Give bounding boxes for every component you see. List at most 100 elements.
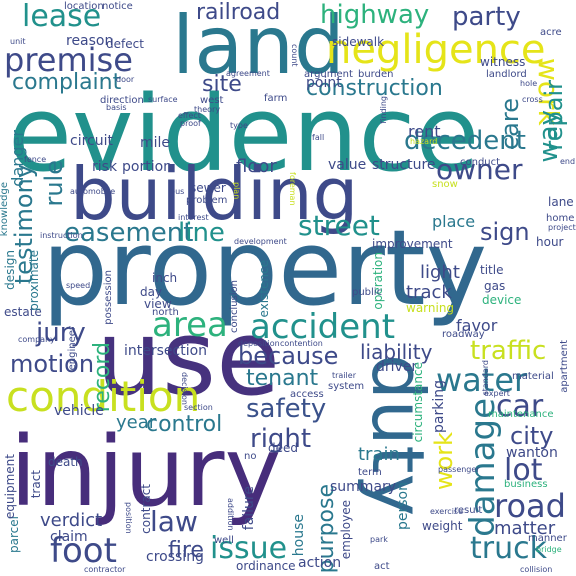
- word-jury: jury: [36, 318, 86, 348]
- word-injury: injury: [10, 416, 282, 528]
- word-result: result: [454, 505, 483, 516]
- word-care: care: [496, 98, 524, 151]
- word-favor: favor: [456, 316, 498, 335]
- word-no: no: [244, 451, 257, 462]
- word-foreman: foreman: [288, 172, 297, 206]
- word-fall: fall: [312, 133, 325, 142]
- word-rule: rule: [40, 160, 68, 207]
- word-contention: contention: [280, 339, 323, 348]
- word-tract: tract: [29, 470, 43, 499]
- word-liability: liability: [360, 340, 433, 364]
- word-ordinance: ordinance: [236, 559, 296, 573]
- word-street: street: [298, 209, 380, 242]
- word-hazard: hazard: [410, 137, 438, 146]
- word-contract: contract: [139, 484, 153, 534]
- word-equipment: equipment: [3, 454, 17, 519]
- word-speed: speed: [66, 281, 91, 290]
- word-basis: basis: [106, 103, 127, 112]
- word-site: site: [202, 72, 242, 97]
- word-section: section: [184, 403, 213, 412]
- word-position: position: [124, 502, 133, 534]
- word-work: work: [532, 58, 565, 126]
- word-term: term: [358, 467, 382, 478]
- word-bus: bus: [170, 187, 185, 196]
- word-premise: premise: [4, 41, 133, 79]
- word-right: right: [250, 424, 312, 454]
- word-roadway: roadway: [442, 329, 485, 340]
- word-verdict: verdict: [40, 510, 103, 531]
- word-plan: plan: [232, 182, 241, 200]
- word-area: area: [152, 305, 228, 345]
- word-foot: foot: [50, 531, 117, 571]
- word-duty: duty: [356, 354, 440, 517]
- word-knowledge: knowledge: [0, 182, 10, 237]
- word-trailer: trailer: [332, 371, 356, 380]
- word-lot: lot: [504, 453, 543, 488]
- word-warning: warning: [406, 301, 455, 315]
- word-law: law: [150, 505, 198, 538]
- word-claim: claim: [50, 529, 88, 545]
- word-witness: witness: [480, 55, 526, 69]
- word-deposition: deposition: [238, 339, 280, 348]
- word-end: end: [560, 157, 576, 166]
- word-track: track: [406, 282, 452, 303]
- word-business: business: [504, 479, 548, 490]
- word-owner: owner: [436, 153, 523, 186]
- word-problem: problem: [186, 195, 228, 206]
- word-road: road: [494, 487, 566, 525]
- word-direction: direction: [100, 95, 144, 106]
- word-decedent: decedent: [404, 126, 526, 156]
- word-place: place: [432, 212, 476, 231]
- word-project: project: [548, 223, 576, 232]
- word-proximate: proximate: [27, 250, 41, 311]
- word-possession: possession: [103, 270, 114, 325]
- word-count: count: [290, 44, 299, 67]
- word-risk: risk: [92, 159, 118, 175]
- word-matter: matter: [494, 518, 556, 539]
- word-building: building: [70, 152, 359, 236]
- word-inch: inch: [152, 271, 178, 285]
- word-rent: rent: [408, 122, 441, 141]
- word-employee: employee: [339, 500, 353, 560]
- word-because: because: [238, 342, 339, 370]
- word-interest: interest: [178, 213, 209, 222]
- word-evidence: evidence: [8, 73, 480, 195]
- word-north: north: [152, 307, 179, 318]
- word-construction: construction: [306, 76, 443, 101]
- word-unit: unit: [10, 37, 26, 46]
- word-land: land: [172, 0, 345, 92]
- word-instruction: instruction: [40, 231, 83, 240]
- word-vehicle: vehicle: [54, 403, 104, 419]
- word-control: control: [146, 412, 223, 437]
- word-fire: fire: [168, 538, 204, 563]
- word-well: well: [214, 535, 234, 546]
- word-finding: finding: [379, 96, 388, 124]
- word-passenger: passenger: [438, 465, 480, 474]
- word-bridge: bridge: [536, 545, 562, 554]
- word-proof: proof: [180, 119, 201, 128]
- word-driver: driver: [376, 359, 418, 375]
- word-condition: condition: [6, 372, 201, 421]
- word-company: company: [18, 335, 55, 344]
- word-water: water: [436, 361, 528, 399]
- word-apartment: apartment: [559, 340, 570, 393]
- word-circuit: circuit: [70, 133, 113, 149]
- word-decision: decision: [180, 372, 189, 405]
- word-conduct: conduct: [460, 157, 501, 168]
- word-defect: defect: [106, 37, 144, 51]
- word-lease: lease: [22, 0, 102, 34]
- word-train: train: [358, 444, 400, 465]
- word-property: property: [42, 207, 488, 329]
- word-value: value: [328, 157, 367, 173]
- word-hole: hole: [520, 79, 538, 88]
- word-cross: cross: [522, 95, 543, 104]
- word-park: park: [370, 535, 388, 544]
- word-exercise: exercise: [430, 507, 464, 516]
- word-existence: existence: [257, 260, 271, 318]
- word-weight: weight: [422, 519, 463, 533]
- word-landlord: landlord: [486, 69, 527, 80]
- word-summary: summary: [330, 479, 397, 495]
- word-view: view: [144, 297, 172, 311]
- word-parking: parking: [431, 380, 447, 433]
